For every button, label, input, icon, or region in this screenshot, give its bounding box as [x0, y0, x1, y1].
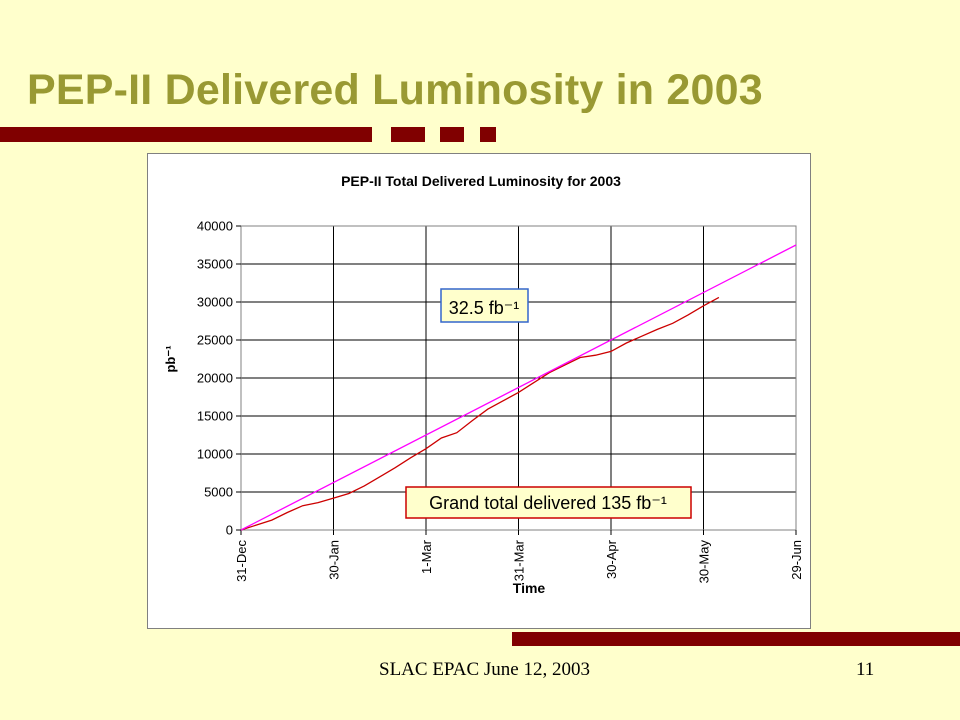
- x-tick-label-6: 29-Jun: [789, 540, 804, 580]
- y-tick-label-2: 10000: [197, 447, 233, 462]
- chart-series: [240, 244, 797, 531]
- x-axis-label: Time: [513, 580, 546, 596]
- callout-grand-total: Grand total delivered 135 fb⁻¹: [405, 486, 692, 519]
- title-underline-square-3: [480, 127, 496, 142]
- footer-divider-bar: [512, 632, 960, 646]
- callout-32-5: 32.5 fb⁻¹: [440, 288, 529, 323]
- footer-text: SLAC EPAC June 12, 2003: [379, 659, 590, 680]
- series-line-delivered: [240, 296, 720, 531]
- slide-title: PEP-II Delivered Luminosity in 2003: [27, 66, 763, 114]
- series-line-trend: [240, 244, 797, 531]
- luminosity-chart: PEP-II Total Delivered Luminosity for 20…: [163, 173, 804, 596]
- y-tick-label-6: 30000: [197, 295, 233, 310]
- x-tick-label-0: 31-Dec: [234, 540, 249, 582]
- title-underline-bar: [0, 127, 372, 142]
- x-tick-label-2: 1-Mar: [419, 539, 434, 574]
- title-underline-square-1: [391, 127, 425, 142]
- y-tick-label-4: 20000: [197, 371, 233, 386]
- callout-32-5-text: 32.5 fb⁻¹: [449, 298, 520, 318]
- title-underline-square-2: [440, 127, 464, 142]
- x-tick-label-1: 30-Jan: [327, 540, 342, 580]
- y-tick-label-0: 0: [226, 523, 233, 538]
- x-tick-label-3: 31-Mar: [512, 539, 527, 581]
- y-axis-label: pb⁻¹: [163, 345, 178, 372]
- x-tick-label-4: 30-Apr: [604, 539, 619, 579]
- y-tick-label-7: 35000: [197, 257, 233, 272]
- chart-axes: 0 5000 10000 15000 20000 25000 30000 35000 40000…: [197, 219, 804, 584]
- y-tick-label-3: 15000: [197, 409, 233, 424]
- chart-gridlines: [240, 225, 797, 531]
- x-tick-label-5: 30-May: [697, 540, 712, 584]
- y-tick-label-1: 5000: [204, 485, 233, 500]
- y-tick-label-8: 40000: [197, 219, 233, 234]
- chart-area: PEP-II Total Delivered Luminosity for 20…: [147, 153, 811, 629]
- callout-grand-total-text: Grand total delivered 135 fb⁻¹: [429, 493, 667, 513]
- chart-title: PEP-II Total Delivered Luminosity for 20…: [341, 173, 621, 189]
- page-number: 11: [856, 659, 875, 680]
- y-tick-label-5: 25000: [197, 333, 233, 348]
